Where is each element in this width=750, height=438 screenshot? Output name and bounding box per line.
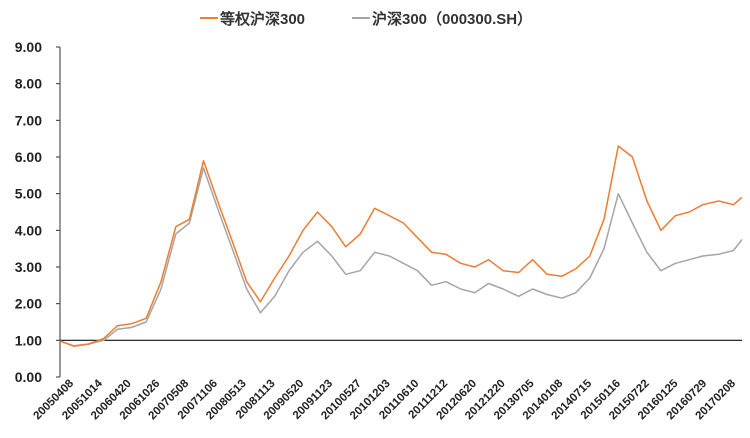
x-tick-labels: 2005040820051014200604202006102620070508… <box>31 377 738 422</box>
y-tick-label: 6.00 <box>15 149 42 165</box>
series-line-csi300 <box>59 167 743 347</box>
y-tick-label: 3.00 <box>15 259 42 275</box>
y-tick-label: 1.00 <box>15 332 42 348</box>
y-tick-labels: 0.00 1.00 2.00 3.00 4.00 5.00 6.00 7.00 8.00 9.00 <box>15 39 60 385</box>
y-tick-label: 8.00 <box>15 76 42 92</box>
legend-label-csi300: 沪深300（000300.SH） <box>372 10 532 28</box>
series-line-equal-weight <box>59 145 743 347</box>
y-tick-label: 2.00 <box>15 296 42 312</box>
y-tick-label: 9.00 <box>15 39 42 55</box>
y-tick-label: 0.00 <box>15 369 42 385</box>
y-tick-label: 4.00 <box>15 222 42 238</box>
series-lines <box>59 145 743 347</box>
y-tick-label: 5.00 <box>15 186 42 202</box>
y-tick-label: 7.00 <box>15 112 42 128</box>
legend-label-equal-weight: 等权沪深300 <box>220 10 305 28</box>
legend: 等权沪深300 沪深300（000300.SH） <box>200 10 532 28</box>
